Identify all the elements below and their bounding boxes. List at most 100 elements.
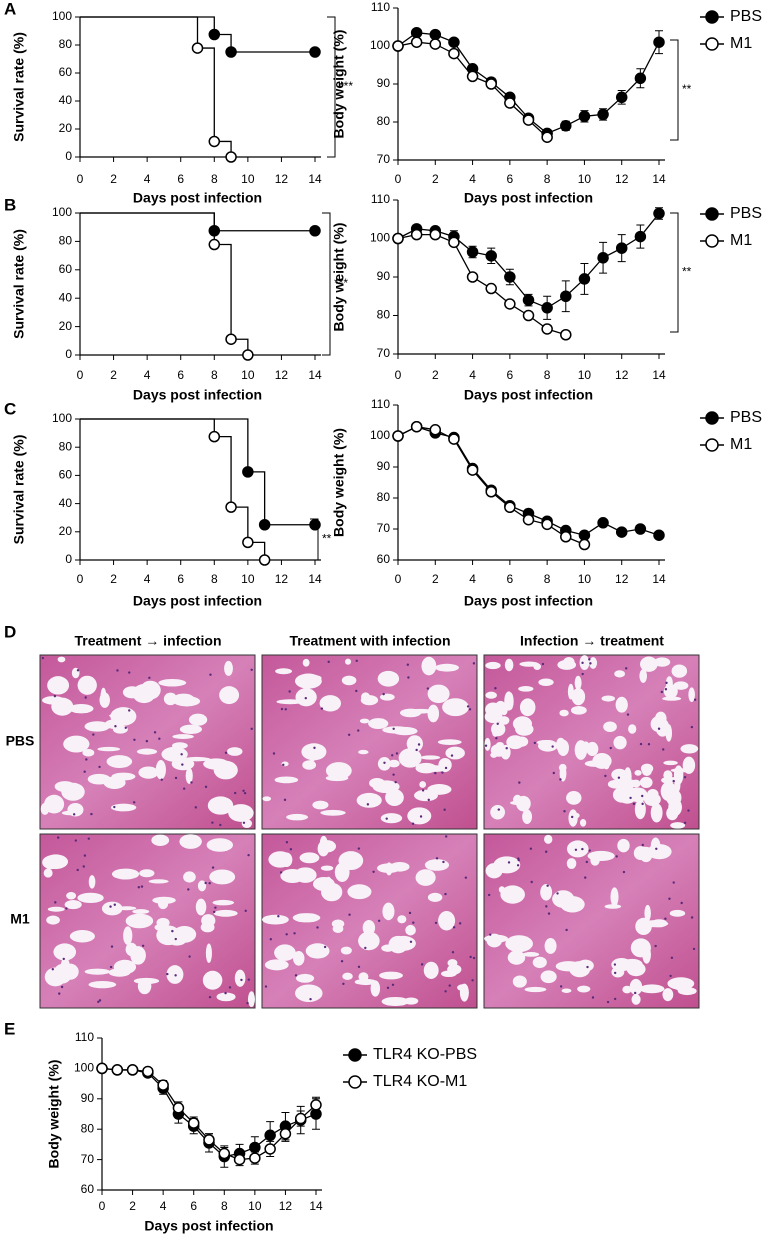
nucleus bbox=[415, 748, 418, 752]
air-space bbox=[398, 748, 422, 768]
air-space bbox=[577, 959, 594, 972]
marker bbox=[466, 464, 479, 476]
marker bbox=[504, 97, 516, 109]
nucleus bbox=[153, 731, 157, 734]
air-space bbox=[347, 884, 372, 900]
marker bbox=[448, 36, 460, 48]
y-tick-label: 20 bbox=[59, 319, 73, 333]
legend-label: PBS bbox=[730, 8, 762, 25]
nucleus bbox=[288, 690, 291, 693]
nucleus bbox=[639, 742, 643, 746]
air-space bbox=[183, 871, 196, 883]
y-tick-label: 100 bbox=[52, 9, 72, 23]
air-space bbox=[622, 985, 632, 994]
nucleus bbox=[690, 725, 694, 729]
air-space bbox=[447, 964, 462, 975]
air-space bbox=[485, 661, 501, 670]
nucleus bbox=[364, 946, 367, 950]
air-space bbox=[639, 669, 648, 683]
nucleus bbox=[113, 903, 116, 906]
air-space bbox=[674, 978, 688, 992]
air-space bbox=[388, 935, 408, 954]
air-space bbox=[382, 902, 395, 921]
nucleus bbox=[209, 673, 212, 676]
air-space bbox=[241, 819, 253, 829]
marker bbox=[597, 252, 609, 264]
air-space bbox=[301, 743, 327, 761]
nucleus bbox=[419, 815, 423, 818]
air-space bbox=[341, 675, 357, 686]
air-space bbox=[385, 788, 404, 806]
y-tick-label: 100 bbox=[370, 38, 390, 52]
air-space bbox=[172, 734, 194, 740]
marker bbox=[242, 349, 254, 361]
nucleus bbox=[466, 705, 470, 708]
nucleus bbox=[53, 694, 57, 698]
air-space bbox=[262, 796, 272, 802]
air-space bbox=[157, 897, 169, 910]
marker bbox=[111, 1064, 124, 1076]
significance-bracket bbox=[670, 212, 679, 333]
x-tick-label: 12 bbox=[615, 368, 629, 382]
nucleus bbox=[604, 774, 607, 778]
nucleus bbox=[574, 848, 578, 851]
nucleus bbox=[559, 778, 562, 781]
air-space bbox=[427, 892, 443, 902]
marker bbox=[485, 250, 497, 262]
y-axis-title: Body weight (%) bbox=[331, 30, 347, 139]
nucleus bbox=[606, 1000, 610, 1004]
histology-image bbox=[39, 654, 256, 830]
nucleus bbox=[507, 861, 511, 864]
air-space bbox=[561, 988, 572, 993]
nucleus bbox=[372, 870, 375, 873]
air-space bbox=[275, 668, 293, 675]
nucleus bbox=[641, 794, 644, 798]
nucleus bbox=[472, 956, 476, 960]
air-space bbox=[111, 868, 140, 880]
marker bbox=[225, 333, 237, 345]
nucleus bbox=[668, 897, 671, 900]
air-space bbox=[559, 765, 567, 782]
marker bbox=[172, 1102, 185, 1114]
air-space bbox=[197, 880, 207, 892]
nucleus bbox=[496, 722, 499, 725]
air-space bbox=[670, 822, 686, 829]
marker bbox=[249, 1152, 261, 1164]
x-tick-label: 4 bbox=[144, 172, 151, 186]
nucleus bbox=[158, 737, 161, 740]
legend-marker bbox=[348, 1075, 362, 1089]
nucleus bbox=[585, 860, 589, 864]
air-space bbox=[53, 943, 77, 961]
nucleus bbox=[180, 753, 183, 756]
air-space bbox=[293, 950, 305, 966]
nucleus bbox=[581, 661, 584, 665]
air-space bbox=[613, 735, 627, 750]
nucleus bbox=[417, 743, 421, 746]
air-space bbox=[158, 679, 187, 687]
y-tick-label: 60 bbox=[59, 468, 73, 482]
marker bbox=[429, 424, 442, 436]
marker bbox=[309, 46, 321, 58]
nucleus bbox=[124, 726, 127, 729]
nucleus bbox=[662, 748, 665, 751]
nucleus bbox=[211, 866, 215, 869]
nucleus bbox=[133, 738, 136, 741]
column-header: Infection → treatment bbox=[520, 633, 664, 649]
air-space bbox=[320, 865, 334, 871]
air-space bbox=[390, 861, 410, 872]
air-space bbox=[610, 887, 619, 907]
nucleus bbox=[591, 996, 595, 999]
air-space bbox=[151, 834, 170, 846]
marker bbox=[429, 38, 442, 50]
marker bbox=[504, 501, 516, 514]
marker bbox=[392, 40, 404, 52]
legend-marker bbox=[705, 10, 719, 24]
nucleus bbox=[392, 727, 395, 730]
y-tick-label: 110 bbox=[371, 397, 390, 411]
x-tick-label: 14 bbox=[652, 368, 666, 382]
air-space bbox=[77, 892, 104, 904]
marker bbox=[653, 207, 665, 220]
nucleus bbox=[672, 779, 675, 783]
air-space bbox=[321, 882, 343, 902]
nucleus bbox=[280, 707, 284, 711]
